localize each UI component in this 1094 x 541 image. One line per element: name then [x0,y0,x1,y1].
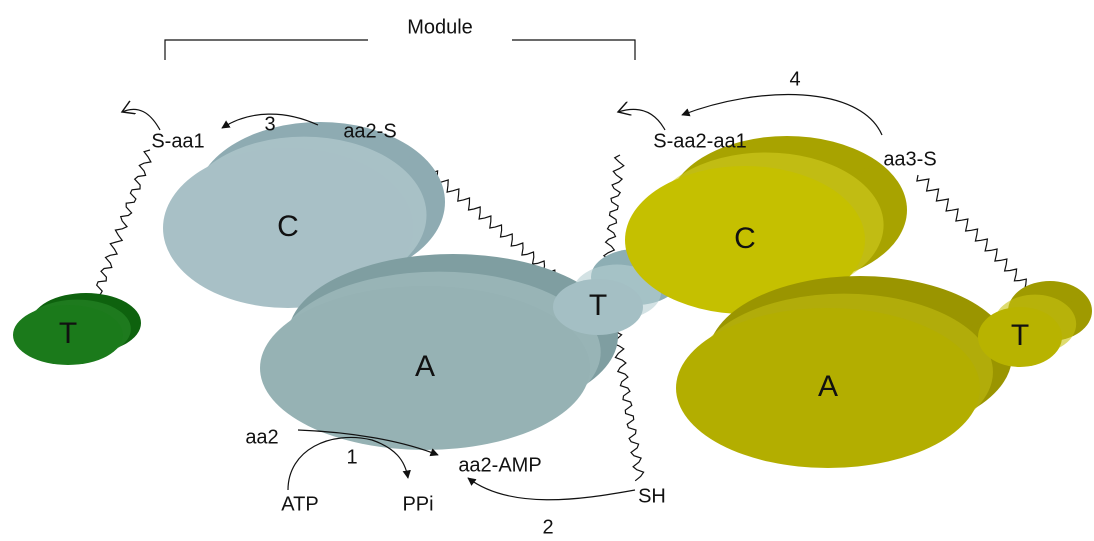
arrow-4 [682,95,882,135]
arrow-release [122,109,160,130]
module-label: Module [407,16,473,38]
domain-label: T [589,289,607,322]
label: aa2 [245,426,278,448]
label: aa3-S [883,148,936,170]
label: SH [638,485,666,507]
module-bracket [165,40,635,60]
arrow-2 [468,478,635,500]
linker [92,150,150,299]
label: aa2-AMP [458,454,541,476]
step-label: 2 [542,516,553,538]
domain-label: T [59,317,77,350]
step-label: 4 [789,68,800,90]
label: PPi [402,493,433,515]
domain-label: A [818,370,838,403]
label: aa2-S [343,120,396,142]
label: S-aa2-aa1 [653,130,746,152]
domain-label: A [415,350,435,383]
arrow-release [618,109,665,130]
label: S-aa1 [151,130,204,152]
step-label: 3 [264,113,275,135]
linker [917,175,1036,294]
step-label: 1 [346,446,357,468]
domain-label: T [1011,319,1029,352]
domain-label: C [734,222,756,255]
diagram: Module T C A T C A T S-aa1 3 aa2-S S-aa2-aa1 4… [0,0,1094,541]
domain-label: C [277,210,299,243]
label: ATP [281,493,318,515]
domain [978,281,1092,367]
